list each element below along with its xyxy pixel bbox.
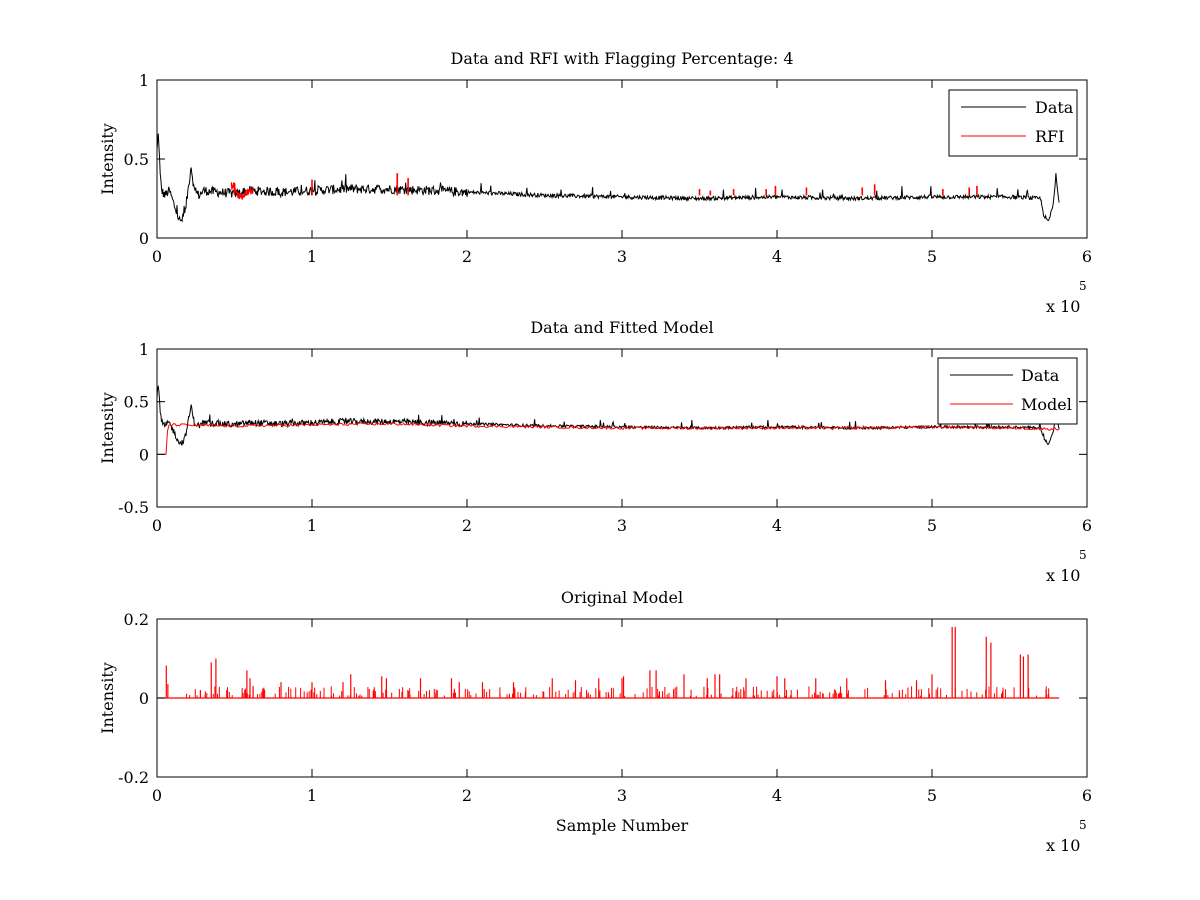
x-tick-label: 3 [617, 516, 627, 535]
legend: Data RFI [948, 89, 1078, 157]
x-tick-label: 4 [772, 516, 782, 535]
x-tick-label: 4 [772, 786, 782, 805]
y-tick-label: -0.2 [118, 768, 149, 787]
plot-area [157, 133, 1060, 223]
legend-label: RFI [1035, 127, 1064, 146]
y-tick-label: 0 [139, 229, 149, 248]
y-axis-label: Intensity [98, 662, 117, 734]
x-tick-label: 0 [152, 247, 162, 266]
x-tick-label: 1 [307, 247, 317, 266]
panel-rfi-flagging: 0 1 2 3 4 5 6 0 0.5 1 x 10 5 Data and RFI with Flagg… [98, 49, 1092, 316]
x-multiplier-exponent: 5 [1079, 548, 1087, 562]
model-series-line [157, 422, 1060, 455]
y-tick-label: 1 [139, 71, 149, 90]
y-tick-label: -0.5 [118, 498, 149, 517]
x-tick-label: 2 [462, 786, 472, 805]
chart-title: Data and RFI with Flagging Percentage: 4 [450, 49, 793, 68]
x-multiplier-exponent: 5 [1079, 279, 1087, 293]
x-tick-label: 5 [927, 516, 937, 535]
plot-area [157, 626, 1060, 699]
legend-label: Data [1021, 366, 1060, 385]
y-tick-label: 0.5 [124, 393, 149, 412]
data-series-line [157, 133, 1060, 223]
x-tick-label: 2 [462, 516, 472, 535]
chart-title: Data and Fitted Model [530, 318, 713, 337]
x-tick-label: 4 [772, 247, 782, 266]
x-axis-label: Sample Number [556, 816, 689, 835]
x-tick-label: 0 [152, 516, 162, 535]
legend-box [948, 89, 1078, 157]
x-tick-label: 5 [927, 247, 937, 266]
x-tick-label: 6 [1082, 786, 1092, 805]
plot-area [157, 384, 1060, 455]
y-tick-label: 0 [139, 689, 149, 708]
x-tick-label: 6 [1082, 516, 1092, 535]
x-tick-label: 1 [307, 516, 317, 535]
axes-box [156, 79, 1088, 239]
y-tick-label: 0.5 [124, 150, 149, 169]
y-tick-label: 1 [139, 340, 149, 359]
x-tick-label: 6 [1082, 247, 1092, 266]
y-tick-label: 0 [139, 445, 149, 464]
x-tick-label: 1 [307, 786, 317, 805]
x-tick-label: 5 [927, 786, 937, 805]
rfi-series-line [230, 182, 254, 200]
data-series-line [157, 384, 1060, 447]
x-tick-label: 3 [617, 247, 627, 266]
x-multiplier: x 10 [1046, 566, 1080, 585]
legend-label: Model [1021, 395, 1072, 414]
x-tick-label: 2 [462, 247, 472, 266]
y-tick-label: 0.2 [124, 610, 149, 629]
y-axis-label: Intensity [98, 392, 117, 464]
legend-label: Data [1035, 98, 1074, 117]
x-multiplier: x 10 [1046, 297, 1080, 316]
x-tick-label: 0 [152, 786, 162, 805]
legend-box [937, 357, 1078, 425]
x-tick-label: 3 [617, 786, 627, 805]
y-axis-label: Intensity [98, 123, 117, 195]
legend: Data Model [937, 357, 1078, 425]
x-multiplier-exponent: 5 [1079, 818, 1087, 832]
chart-title: Original Model [561, 588, 683, 607]
x-multiplier: x 10 [1046, 836, 1080, 855]
